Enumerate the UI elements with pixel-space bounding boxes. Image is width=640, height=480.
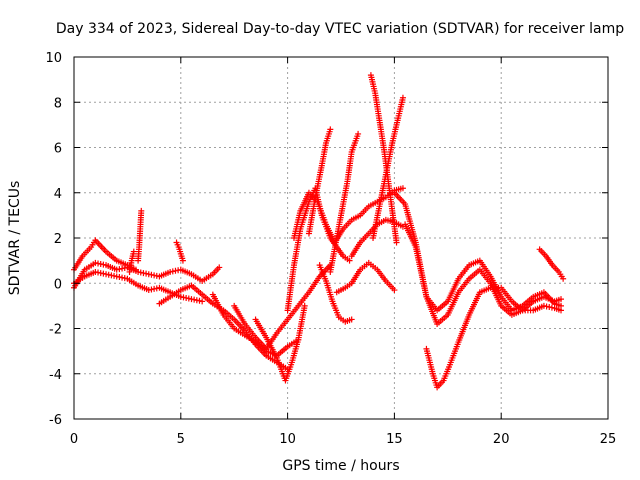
data-point <box>558 307 565 314</box>
series-track-c <box>71 237 139 273</box>
series-track-l <box>316 262 355 325</box>
y-tick-label: -2 <box>49 323 62 338</box>
data-point <box>399 94 406 101</box>
series-track-s <box>423 284 565 391</box>
y-tick-label: 8 <box>54 96 62 111</box>
series-track-t <box>536 246 567 282</box>
series-track-p <box>370 94 406 241</box>
chart-title: Day 334 of 2023, Sidereal Day-to-day VTE… <box>56 21 624 37</box>
data-points <box>71 72 567 391</box>
y-tick-label: 0 <box>54 277 62 292</box>
y-tick-label: -6 <box>49 413 62 428</box>
series-track-a <box>71 259 223 291</box>
series-track-g <box>252 302 308 384</box>
data-point <box>355 130 362 137</box>
data-point <box>138 207 145 214</box>
series-track-i <box>291 185 406 246</box>
series-track-m <box>333 259 398 296</box>
series-track-k <box>327 130 362 275</box>
series-spike-3 <box>126 248 137 275</box>
data-point <box>558 296 565 303</box>
series-track-d <box>156 282 291 373</box>
data-point <box>301 302 308 309</box>
data-point <box>216 264 223 271</box>
y-tick-label: 4 <box>54 187 62 202</box>
tick-labels: 0 5 10 15 20 25 -6 -4 -2 0 2 4 6 8 10 <box>45 51 616 447</box>
data-point <box>199 298 206 305</box>
x-axis-label: GPS time / hours <box>282 458 399 474</box>
data-point <box>399 185 406 192</box>
x-tick-label: 15 <box>386 432 403 447</box>
y-axis-label: SDTVAR / TECUs <box>7 181 23 296</box>
series-track-f <box>231 262 334 352</box>
data-point <box>179 257 186 264</box>
grid-lines <box>74 57 608 419</box>
x-tick-label: 25 <box>600 432 617 447</box>
y-tick-label: 2 <box>54 232 62 247</box>
data-point <box>391 287 398 294</box>
data-point <box>327 126 334 133</box>
x-tick-label: 0 <box>70 432 78 447</box>
data-point <box>560 275 567 282</box>
data-point <box>130 248 137 255</box>
data-point <box>132 266 139 273</box>
data-point <box>348 316 355 323</box>
x-tick-label: 10 <box>279 432 296 447</box>
x-tick-label: 5 <box>177 432 185 447</box>
axis-ticks <box>73 56 609 420</box>
series-track-r <box>402 221 565 314</box>
series-spike-2 <box>173 239 186 264</box>
series-spike-1 <box>135 207 145 264</box>
y-tick-label: 6 <box>54 142 62 157</box>
y-tick-label: -4 <box>49 368 62 383</box>
series-track-j <box>305 126 334 237</box>
x-tick-label: 20 <box>493 432 510 447</box>
data-point <box>393 239 400 246</box>
data-point <box>346 257 353 264</box>
y-tick-label: 10 <box>45 51 62 66</box>
